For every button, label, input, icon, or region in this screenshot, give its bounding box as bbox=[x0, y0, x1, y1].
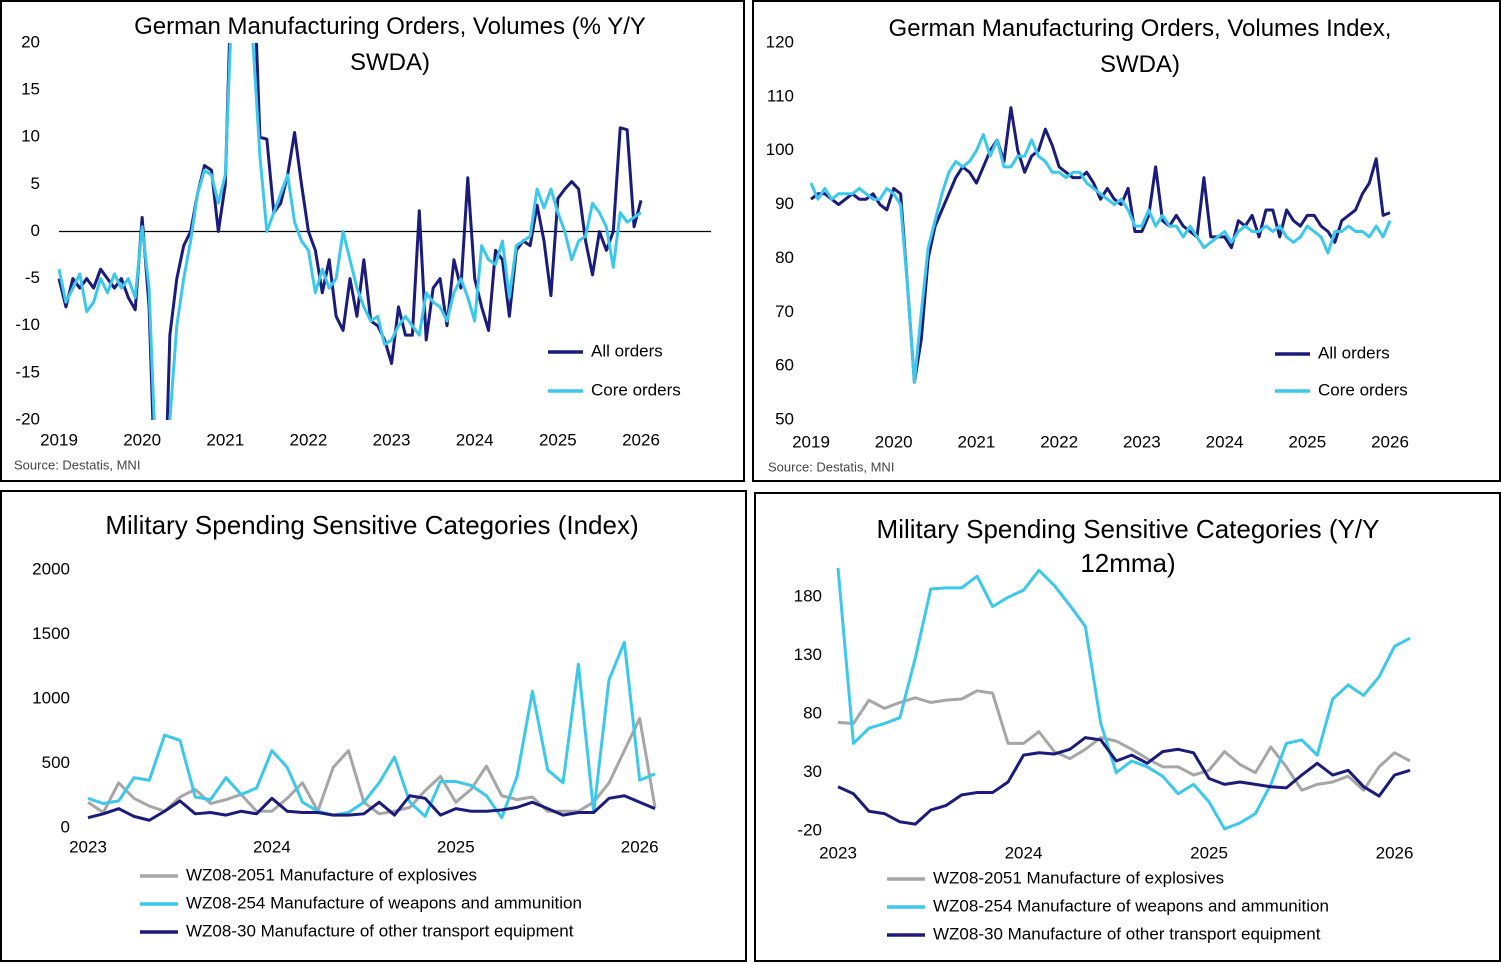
x-tick-label: 2022 bbox=[1040, 432, 1078, 451]
x-tick-label: 2022 bbox=[290, 430, 328, 449]
y-tick-label: -20 bbox=[15, 409, 40, 428]
x-tick-label: 2023 bbox=[373, 430, 411, 449]
chart-title: Military Spending Sensitive Categories (… bbox=[105, 510, 639, 540]
y-tick-label: -20 bbox=[797, 821, 822, 840]
y-tick-label: 20 bbox=[21, 32, 40, 51]
y-tick-label: 80 bbox=[803, 704, 822, 723]
chart-title: German Manufacturing Orders, Volumes Ind… bbox=[888, 15, 1392, 78]
y-tick-label: 80 bbox=[775, 248, 794, 267]
x-tick-label: 2025 bbox=[1288, 432, 1326, 451]
x-tick-label: 2024 bbox=[456, 430, 494, 449]
y-tick-label: 1500 bbox=[32, 624, 70, 643]
chart: -20 30 80 130 180 2023 2024 2025 2026 WZ08-2051 M… bbox=[794, 568, 1414, 943]
chart-panel: -20 30 80 130 180 2023 2024 2025 2026 WZ08-2051 M… bbox=[754, 492, 1501, 962]
x-tick-label: 2021 bbox=[958, 432, 996, 451]
x-tick-label: 2023 bbox=[819, 843, 857, 862]
legend-label: WZ08-30 Manufacture of other transport e… bbox=[933, 924, 1321, 943]
chart-panel: -20 -15 -10 -5 0 5 10 15 20 2019 2020 2021 2022 2023 2… bbox=[0, 0, 745, 482]
data-line bbox=[57, 43, 643, 420]
x-tick-label: 2020 bbox=[875, 432, 913, 451]
x-tick-label: 2019 bbox=[40, 430, 78, 449]
y-tick-label: 130 bbox=[794, 645, 822, 664]
y-tick-label: -10 bbox=[15, 315, 40, 334]
x-tick-label: 2023 bbox=[1123, 432, 1161, 451]
chart: 0 500 1000 1500 2000 2023 2024 2025 2026 WZ08-205… bbox=[32, 559, 659, 940]
x-tick-label: 2021 bbox=[206, 430, 244, 449]
y-tick-label: -15 bbox=[15, 362, 40, 381]
x-tick-label: 2026 bbox=[1376, 843, 1414, 862]
data-line bbox=[837, 736, 1411, 826]
chart-title: German Manufacturing Orders, Volumes (% … bbox=[134, 13, 646, 76]
y-tick-label: 70 bbox=[775, 302, 794, 321]
y-tick-label: 1000 bbox=[32, 688, 70, 707]
y-tick-label: 100 bbox=[766, 140, 794, 159]
x-tick-label: 2020 bbox=[123, 430, 161, 449]
x-tick-label: 2024 bbox=[253, 837, 291, 856]
x-tick-label: 2025 bbox=[437, 837, 475, 856]
data-line bbox=[836, 568, 1411, 831]
y-tick-label: 30 bbox=[803, 762, 822, 781]
y-tick-label: 5 bbox=[31, 174, 40, 193]
x-tick-label: 2023 bbox=[69, 837, 107, 856]
data-line bbox=[837, 689, 1411, 792]
legend-label: WZ08-30 Manufacture of other transport e… bbox=[186, 921, 574, 940]
x-tick-label: 2025 bbox=[539, 430, 577, 449]
y-tick-label: 2000 bbox=[32, 559, 70, 578]
legend-label: WZ08-254 Manufacture of weapons and ammu… bbox=[186, 893, 582, 912]
legend-label: Core orders bbox=[591, 380, 681, 399]
data-line bbox=[810, 106, 1391, 384]
x-tick-label: 2026 bbox=[622, 430, 660, 449]
y-tick-label: 120 bbox=[766, 32, 794, 51]
chart: 50 60 70 80 90 100 110 120 2019 2020 2021 2022 2023 2… bbox=[766, 32, 1409, 474]
legend-label: WZ08-254 Manufacture of weapons and ammu… bbox=[933, 896, 1329, 915]
y-tick-label: 60 bbox=[775, 356, 794, 375]
x-tick-label: 2024 bbox=[1206, 432, 1244, 451]
data-line bbox=[87, 794, 656, 822]
legend-label: WZ08-2051 Manufacture of explosives bbox=[186, 865, 477, 884]
x-tick-label: 2019 bbox=[792, 432, 830, 451]
y-tick-label: 10 bbox=[21, 127, 40, 146]
chart-panel: 0 500 1000 1500 2000 2023 2024 2025 2026 WZ08-205… bbox=[0, 490, 747, 962]
x-tick-label: 2024 bbox=[1005, 843, 1043, 862]
chart-panel: 50 60 70 80 90 100 110 120 2019 2020 2021 2022 2023 2… bbox=[752, 0, 1501, 482]
data-line bbox=[809, 133, 1392, 384]
y-tick-label: 180 bbox=[794, 587, 822, 606]
legend-label: WZ08-2051 Manufacture of explosives bbox=[933, 868, 1224, 887]
source-note: Source: Destatis, MNI bbox=[14, 457, 140, 472]
y-tick-label: 15 bbox=[21, 80, 40, 99]
y-tick-label: 0 bbox=[31, 221, 40, 240]
legend-label: Core orders bbox=[1318, 380, 1408, 399]
y-tick-label: 110 bbox=[767, 86, 794, 105]
y-tick-label: -5 bbox=[25, 268, 40, 287]
x-tick-label: 2025 bbox=[1190, 843, 1228, 862]
y-tick-label: 0 bbox=[61, 817, 70, 836]
y-tick-label: 500 bbox=[42, 753, 70, 772]
y-tick-label: 90 bbox=[775, 194, 794, 213]
x-tick-label: 2026 bbox=[1371, 432, 1409, 451]
x-tick-label: 2026 bbox=[621, 837, 659, 856]
legend-label: All orders bbox=[591, 341, 663, 360]
legend-label: All orders bbox=[1318, 343, 1390, 362]
source-note: Source: Destatis, MNI bbox=[768, 459, 894, 474]
data-line bbox=[87, 640, 656, 820]
chart: -20 -15 -10 -5 0 5 10 15 20 2019 2020 2021 2022 2023 2… bbox=[14, 32, 711, 472]
y-tick-label: 50 bbox=[775, 409, 794, 428]
data-line bbox=[57, 43, 642, 420]
chart-title: Military Spending Sensitive Categories (… bbox=[876, 514, 1380, 578]
